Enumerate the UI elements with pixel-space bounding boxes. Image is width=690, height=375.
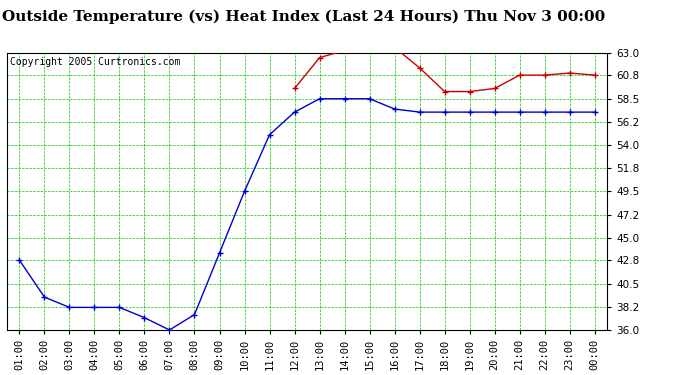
Text: Outside Temperature (vs) Heat Index (Last 24 Hours) Thu Nov 3 00:00: Outside Temperature (vs) Heat Index (Las… — [2, 9, 605, 24]
Text: Copyright 2005 Curtronics.com: Copyright 2005 Curtronics.com — [10, 57, 180, 67]
